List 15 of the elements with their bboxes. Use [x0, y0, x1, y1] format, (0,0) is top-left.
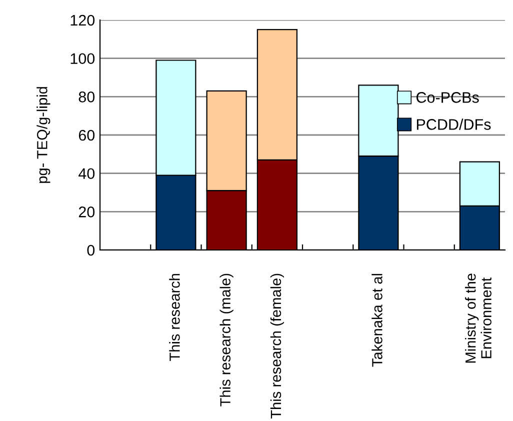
y-tick-label: 120: [70, 14, 95, 26]
x-tick-label: Takenaka et al: [372, 274, 382, 367]
x-tick-label: This research (male): [220, 274, 234, 406]
legend-label: PCDD/DFs: [416, 118, 491, 130]
x-tick-label: This research (female): [270, 274, 284, 419]
x-tick-label: Ministry of the Environment: [465, 274, 492, 363]
y-tick-label: 60: [78, 130, 95, 141]
y-tick-label: 100: [70, 53, 95, 64]
y-tick-label: 80: [78, 92, 95, 102]
y-axis-title: pg- TEQ/g-lipid: [36, 87, 50, 183]
y-tick-label: 0: [87, 244, 95, 256]
y-tick-label: 40: [78, 168, 95, 180]
legend-label: Co-PCBs: [416, 92, 479, 103]
x-tick-label: This research: [169, 274, 180, 362]
y-tick-label: 20: [78, 206, 95, 218]
